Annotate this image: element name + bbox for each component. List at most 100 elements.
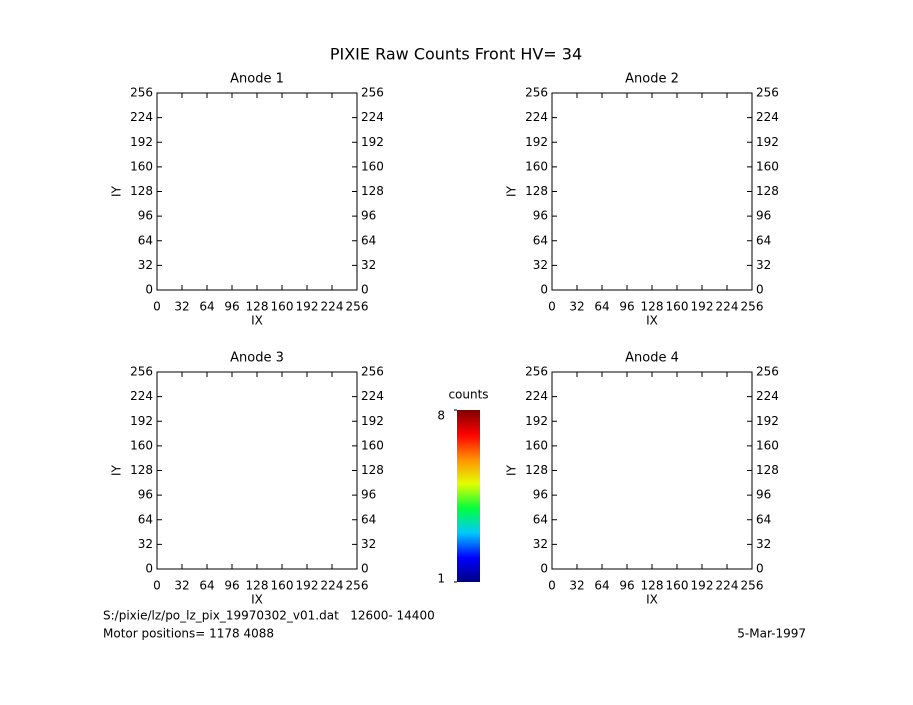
y-tick-label: 0 [361, 283, 369, 297]
colorbar [457, 410, 480, 582]
y-axis-label: IY [505, 185, 519, 197]
x-tick-label: 32 [174, 300, 189, 314]
y-tick-label: 128 [130, 463, 153, 477]
y-tick-label: 32 [361, 258, 376, 272]
y-tick-label: 128 [525, 463, 548, 477]
x-tick-label: 192 [296, 300, 319, 314]
y-tick-label: 192 [130, 414, 153, 428]
y-tick-label: 256 [756, 365, 779, 379]
y-tick-label: 32 [138, 258, 153, 272]
y-tick-label: 256 [525, 365, 548, 379]
y-tick-label: 128 [361, 463, 384, 477]
x-tick-label: 160 [271, 300, 294, 314]
y-tick-label: 192 [361, 135, 384, 149]
x-tick-label: 96 [224, 579, 239, 593]
y-tick-label: 192 [525, 135, 548, 149]
y-tick-label: 160 [756, 438, 779, 452]
panel-title: Anode 3 [230, 351, 284, 366]
y-tick-label: 0 [756, 283, 764, 297]
y-tick-label: 64 [756, 512, 771, 526]
y-tick-label: 192 [756, 414, 779, 428]
y-tick-label: 224 [130, 110, 153, 124]
footer-file: S:/pixie/lz/po_lz_pix_19970302_v01.dat 1… [103, 609, 435, 623]
x-tick-label: 224 [321, 579, 344, 593]
y-tick-label: 32 [361, 537, 376, 551]
y-tick-label: 160 [756, 159, 779, 173]
y-tick-label: 96 [533, 488, 548, 502]
footer-date: 5-Mar-1997 [737, 627, 806, 641]
x-axis-label: IX [646, 593, 658, 607]
x-tick-label: 192 [691, 579, 714, 593]
chart-title: PIXIE Raw Counts Front HV= 34 [330, 45, 582, 64]
y-tick-label: 96 [756, 209, 771, 223]
x-tick-label: 96 [224, 300, 239, 314]
x-axis-label: IX [646, 314, 658, 328]
y-tick-label: 160 [130, 159, 153, 173]
y-tick-label: 96 [533, 209, 548, 223]
x-axis-label: IX [251, 314, 263, 328]
y-tick-label: 192 [361, 414, 384, 428]
y-tick-label: 192 [130, 135, 153, 149]
y-tick-label: 64 [138, 512, 153, 526]
y-tick-label: 224 [361, 389, 384, 403]
y-tick-label: 64 [138, 233, 153, 247]
y-axis-label: IY [110, 464, 124, 476]
y-tick-label: 256 [361, 86, 384, 100]
y-tick-label: 128 [525, 184, 548, 198]
y-tick-label: 32 [533, 537, 548, 551]
y-tick-label: 96 [361, 209, 376, 223]
y-tick-label: 224 [525, 110, 548, 124]
y-tick-label: 224 [361, 110, 384, 124]
y-tick-label: 0 [145, 562, 153, 576]
x-tick-label: 256 [346, 300, 369, 314]
x-tick-label: 128 [246, 300, 269, 314]
y-axis-label: IY [505, 464, 519, 476]
y-tick-label: 224 [756, 389, 779, 403]
y-tick-label: 96 [138, 488, 153, 502]
y-tick-label: 224 [130, 389, 153, 403]
x-tick-label: 64 [199, 579, 214, 593]
y-tick-label: 256 [130, 365, 153, 379]
y-tick-label: 0 [756, 562, 764, 576]
y-tick-label: 224 [525, 389, 548, 403]
x-tick-label: 128 [641, 300, 664, 314]
colorbar-title: counts [448, 388, 488, 402]
y-tick-label: 160 [525, 159, 548, 173]
colorbar-tick-label: 8 [437, 409, 445, 423]
y-tick-label: 0 [361, 562, 369, 576]
x-tick-label: 256 [741, 300, 764, 314]
y-tick-label: 128 [130, 184, 153, 198]
y-tick-label: 64 [361, 512, 376, 526]
y-tick-label: 128 [756, 463, 779, 477]
y-tick-label: 256 [525, 86, 548, 100]
y-tick-label: 32 [756, 537, 771, 551]
x-tick-label: 224 [716, 300, 739, 314]
x-tick-label: 256 [346, 579, 369, 593]
panel-title: Anode 1 [230, 72, 284, 87]
y-tick-label: 64 [533, 512, 548, 526]
y-tick-label: 160 [130, 438, 153, 452]
x-tick-label: 96 [619, 579, 634, 593]
y-tick-label: 64 [756, 233, 771, 247]
colorbar-tick-label: 1 [437, 572, 445, 586]
y-tick-label: 256 [130, 86, 153, 100]
x-tick-label: 256 [741, 579, 764, 593]
x-tick-label: 128 [246, 579, 269, 593]
y-tick-label: 224 [756, 110, 779, 124]
panel-title: Anode 4 [625, 351, 679, 366]
x-axis-label: IX [251, 593, 263, 607]
x-tick-label: 160 [271, 579, 294, 593]
y-tick-label: 32 [533, 258, 548, 272]
y-tick-label: 256 [756, 86, 779, 100]
x-tick-label: 32 [569, 579, 584, 593]
x-tick-label: 0 [153, 579, 161, 593]
y-tick-label: 96 [756, 488, 771, 502]
y-tick-label: 64 [361, 233, 376, 247]
x-tick-label: 128 [641, 579, 664, 593]
x-tick-label: 224 [321, 300, 344, 314]
x-tick-label: 0 [548, 579, 556, 593]
y-tick-label: 192 [525, 414, 548, 428]
y-tick-label: 160 [361, 438, 384, 452]
